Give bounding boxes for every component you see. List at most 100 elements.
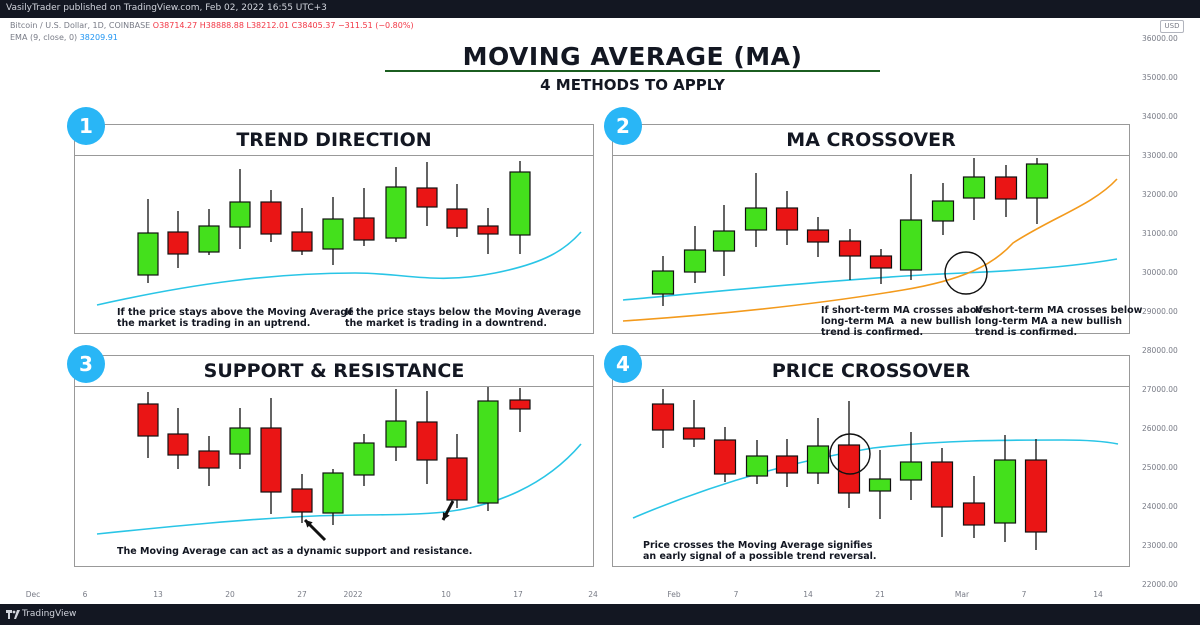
main-title: MOVING AVERAGE (MA) bbox=[462, 42, 803, 71]
panel-price-crossover: PRICE CROSSOVER Price crosses the Moving… bbox=[612, 355, 1130, 567]
panel-caption: If short-term MA crosses above long-term… bbox=[821, 305, 990, 338]
candle-body bbox=[167, 433, 189, 456]
candle-body bbox=[167, 231, 189, 255]
panel-support-resistance: SUPPORT & RESISTANCE The Moving Average … bbox=[74, 355, 594, 567]
moving-average-line bbox=[96, 231, 582, 306]
arrow-icon bbox=[305, 520, 313, 528]
candle-body bbox=[322, 218, 344, 250]
tradingview-logo-icon bbox=[6, 610, 20, 619]
time-tick-label: 2022 bbox=[343, 590, 363, 599]
price-tick-label: 26000.00 bbox=[1142, 424, 1178, 433]
candle-body bbox=[509, 171, 531, 236]
candle-body bbox=[291, 488, 313, 513]
step-badge: 3 bbox=[67, 345, 105, 383]
time-tick-label: 20 bbox=[225, 590, 235, 599]
candle-body bbox=[931, 200, 955, 222]
symbol-name[interactable]: Bitcoin / U.S. Dollar, 1D, COINBASE bbox=[10, 21, 151, 30]
moving-average-line bbox=[96, 443, 582, 535]
price-crossover-chart bbox=[632, 389, 1119, 550]
price-tick-label: 25000.00 bbox=[1142, 463, 1178, 472]
candle-body bbox=[446, 208, 468, 229]
price-tick-label: 32000.00 bbox=[1142, 190, 1178, 199]
candle-body bbox=[137, 232, 159, 276]
time-tick-label: 27 bbox=[297, 590, 307, 599]
panel-caption: The Moving Average can act as a dynamic … bbox=[117, 546, 473, 557]
price-tick-label: 30000.00 bbox=[1142, 268, 1178, 277]
panel-title: PRICE CROSSOVER bbox=[613, 356, 1129, 387]
ohlc-values: O38714.27 H38888.88 L38212.01 C38405.37 … bbox=[152, 21, 414, 30]
candle-body bbox=[651, 403, 675, 431]
footer-bar: TradingView bbox=[0, 604, 1200, 625]
candle-body bbox=[806, 445, 830, 474]
time-tick-label: Dec bbox=[25, 590, 41, 599]
time-tick-label: 13 bbox=[153, 590, 163, 599]
candle-body bbox=[137, 403, 159, 437]
price-tick-label: 36000.00 bbox=[1142, 34, 1178, 43]
step-badge: 2 bbox=[604, 107, 642, 145]
panel-caption: If short-term MA crosses below long-term… bbox=[975, 305, 1143, 338]
candle-body bbox=[291, 231, 313, 252]
candle-body bbox=[198, 225, 220, 253]
candle-body bbox=[869, 255, 893, 269]
candle-body bbox=[260, 427, 282, 493]
price-tick-label: 27000.00 bbox=[1142, 385, 1178, 394]
time-tick-label: 7 bbox=[1021, 590, 1027, 599]
candle-body bbox=[713, 439, 737, 475]
trend-direction-chart bbox=[96, 161, 582, 306]
panel-caption: If the price stays above the Moving Aver… bbox=[117, 307, 354, 329]
arrow-icon bbox=[442, 512, 450, 520]
support-resistance-chart bbox=[96, 387, 582, 542]
candle-body bbox=[1025, 163, 1049, 199]
currency-badge[interactable]: USD bbox=[1160, 20, 1184, 33]
candle-body bbox=[1024, 459, 1048, 533]
candle-body bbox=[416, 187, 438, 208]
candle-body bbox=[837, 444, 861, 494]
panel-ma-crossover: MA CROSSOVER If short-term MA crosses ab… bbox=[612, 124, 1142, 338]
panel-title: TREND DIRECTION bbox=[75, 125, 593, 156]
time-axis[interactable]: Dec 6 13 20 27 2022 10 17 24 Feb 7 14 21 Mar 7 14 bbox=[0, 586, 1140, 604]
ma-crossover-chart bbox=[622, 158, 1118, 322]
candle-body bbox=[353, 442, 375, 476]
candle-body bbox=[651, 270, 675, 295]
symbol-legend[interactable]: Bitcoin / U.S. Dollar, 1D, COINBASE O387… bbox=[10, 21, 414, 30]
step-badge: 1 bbox=[67, 107, 105, 145]
step-badge: 4 bbox=[604, 345, 642, 383]
time-tick-label: Feb bbox=[667, 590, 681, 599]
candle-body bbox=[385, 186, 407, 239]
candle-body bbox=[198, 450, 220, 469]
ema-value: 38209.91 bbox=[79, 33, 118, 42]
candle-body bbox=[962, 502, 986, 526]
candle-body bbox=[868, 478, 892, 492]
time-tick-label: 14 bbox=[803, 590, 813, 599]
ema-label[interactable]: EMA (9, close, 0) bbox=[10, 33, 78, 42]
time-tick-label: 6 bbox=[82, 590, 88, 599]
price-tick-label: 22000.00 bbox=[1142, 580, 1178, 589]
candle-body bbox=[322, 472, 344, 514]
candle-body bbox=[682, 427, 706, 440]
candle-body bbox=[745, 455, 769, 477]
price-tick-label: 28000.00 bbox=[1142, 346, 1178, 355]
candle-body bbox=[477, 400, 499, 504]
publish-info: VasilyTrader published on TradingView.co… bbox=[6, 3, 327, 13]
time-tick-label: 24 bbox=[588, 590, 598, 599]
panel-title: SUPPORT & RESISTANCE bbox=[75, 356, 593, 387]
panel-caption: Price crosses the Moving Average signifi… bbox=[643, 540, 877, 562]
candle-body bbox=[229, 201, 251, 228]
candle-body bbox=[509, 399, 531, 410]
tradingview-brand[interactable]: TradingView bbox=[22, 609, 77, 619]
main-subtitle: 4 METHODS TO APPLY bbox=[540, 76, 725, 94]
candle-body bbox=[930, 461, 954, 508]
crossover-circle bbox=[944, 251, 988, 295]
candle-body bbox=[838, 240, 862, 257]
price-tick-label: 29000.00 bbox=[1142, 307, 1178, 316]
price-tick-label: 33000.00 bbox=[1142, 151, 1178, 160]
crossover-circle bbox=[829, 433, 871, 475]
time-tick-label: 10 bbox=[441, 590, 451, 599]
candle-body bbox=[806, 229, 830, 243]
candle-body bbox=[775, 207, 799, 231]
candle-body bbox=[899, 461, 923, 481]
ema-legend[interactable]: EMA (9, close, 0) 38209.91 bbox=[10, 33, 118, 42]
price-tick-label: 35000.00 bbox=[1142, 73, 1178, 82]
candle-body bbox=[385, 420, 407, 448]
candle-body bbox=[683, 249, 707, 273]
